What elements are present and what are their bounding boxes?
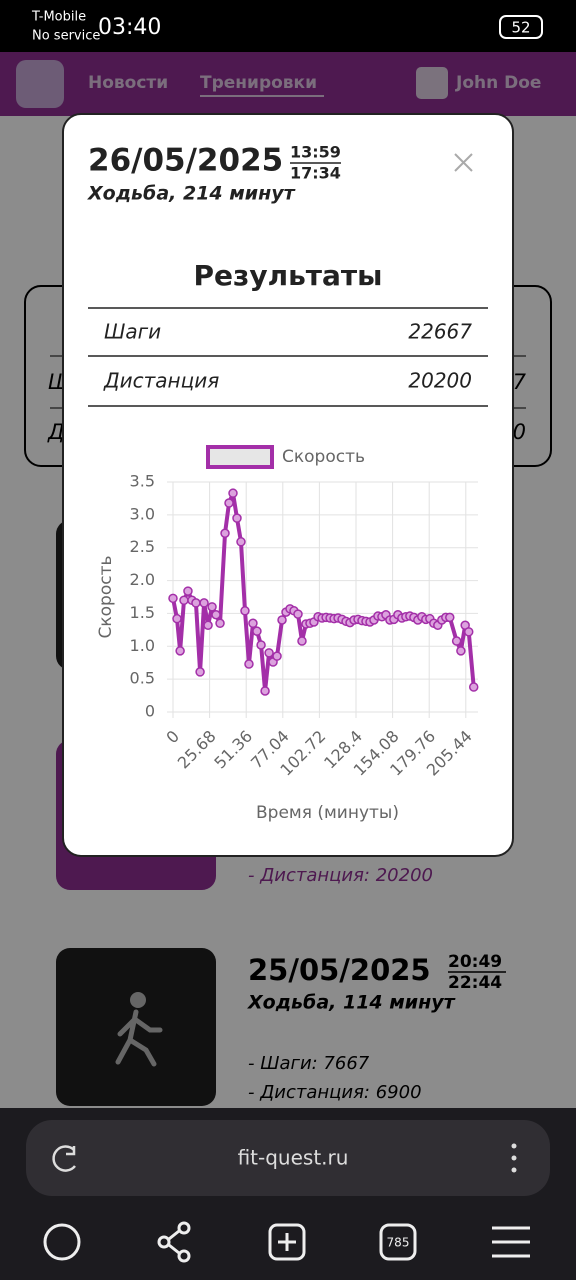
- point: [172, 613, 182, 624]
- point: [220, 528, 230, 539]
- point: [244, 659, 254, 669]
- user-icon[interactable]: [416, 67, 448, 99]
- workout-date: 25/05/2025: [248, 953, 431, 987]
- point: [277, 615, 287, 625]
- y-tick-label: 0: [145, 702, 155, 721]
- modal-heading: Результаты: [194, 259, 383, 292]
- result-value: 22667: [408, 320, 472, 344]
- point: [228, 488, 238, 498]
- home-icon[interactable]: [43, 1223, 81, 1261]
- workout-end: 22:44: [448, 973, 502, 993]
- y-tick-label: 1.0: [130, 636, 155, 655]
- url[interactable]: fit-quest.ru: [238, 1146, 349, 1170]
- share-icon[interactable]: [157, 1221, 191, 1263]
- walk-icon: [115, 992, 163, 1067]
- point: [456, 646, 466, 656]
- point: [468, 682, 479, 692]
- point: [195, 667, 205, 677]
- y-tick-label: 2.5: [130, 537, 155, 556]
- point: [264, 648, 274, 658]
- modal-activity: Ходьба, 214 минут: [87, 183, 296, 205]
- y-axis-title: Скорость: [96, 556, 116, 639]
- menu-dots[interactable]: [511, 1143, 517, 1173]
- result-label: Дистанция: [103, 369, 219, 393]
- battery: 52: [511, 19, 530, 37]
- point: [256, 640, 266, 650]
- y-tick-label: 3.5: [130, 472, 155, 491]
- user-name[interactable]: John Doe: [455, 73, 541, 93]
- point: [463, 627, 474, 637]
- point: [183, 586, 193, 596]
- point: [252, 626, 262, 636]
- tabs-icon[interactable]: [379, 1223, 417, 1261]
- point: [191, 598, 201, 608]
- point: [236, 537, 246, 547]
- modal-date: 26/05/2025: [88, 143, 283, 179]
- carrier: T-Mobile: [31, 10, 86, 25]
- point: [207, 602, 217, 612]
- point: [240, 606, 250, 616]
- point: [179, 595, 189, 606]
- hamburger[interactable]: [492, 1226, 530, 1258]
- point: [168, 593, 178, 604]
- point: [211, 609, 221, 620]
- point: [232, 513, 242, 523]
- point: [175, 646, 185, 656]
- y-tick-label: 3.0: [130, 504, 155, 523]
- chart: 00.51.01.52.02.53.03.5025.6851.3677.0410…: [96, 445, 479, 823]
- point: [451, 636, 462, 646]
- workout-activity: Ходьба, 114 минут: [247, 992, 456, 1014]
- nav-link[interactable]: Новости: [88, 73, 168, 93]
- close-button[interactable]: [454, 153, 473, 172]
- modal: [62, 113, 514, 857]
- y-tick-label: 2.0: [130, 570, 155, 589]
- workout-distance: - Дистанция: 6900: [248, 1082, 422, 1103]
- battery-icon: [499, 15, 543, 39]
- url-bar[interactable]: [26, 1120, 550, 1196]
- workout-card[interactable]: [56, 948, 216, 1106]
- point: [272, 651, 282, 661]
- y-tick-label: 0.5: [130, 669, 155, 688]
- point: [248, 618, 258, 629]
- new-tab-icon[interactable]: [268, 1223, 306, 1261]
- network: No service: [32, 29, 100, 44]
- reload-icon[interactable]: [52, 1145, 76, 1172]
- workout-start: 20:49: [448, 952, 502, 972]
- navbar: [0, 52, 576, 116]
- nav-link[interactable]: Тренировки: [200, 73, 317, 93]
- legend-label: Скорость: [282, 447, 365, 467]
- tabs-count[interactable]: 785: [387, 1236, 410, 1250]
- workout-distance: - Дистанция: 20200: [248, 865, 433, 886]
- point: [203, 620, 213, 631]
- point: [297, 636, 307, 646]
- clock: 03:40: [98, 15, 161, 40]
- legend-swatch: [206, 445, 274, 469]
- point: [260, 686, 270, 696]
- result-value: 20200: [408, 369, 472, 393]
- modal-start: 13:59: [290, 143, 341, 162]
- point: [293, 609, 303, 619]
- x-axis-title: Время (минуты): [256, 803, 399, 823]
- logo: [16, 60, 64, 108]
- point: [215, 618, 225, 629]
- point: [445, 612, 455, 623]
- workout-steps: - Шаги: 7667: [248, 1053, 370, 1074]
- status-bar: [0, 0, 576, 52]
- point: [224, 498, 234, 508]
- result-label: Шаги: [104, 320, 161, 344]
- point: [199, 598, 209, 608]
- modal-end: 17:34: [290, 164, 341, 183]
- y-tick-label: 1.5: [130, 603, 155, 622]
